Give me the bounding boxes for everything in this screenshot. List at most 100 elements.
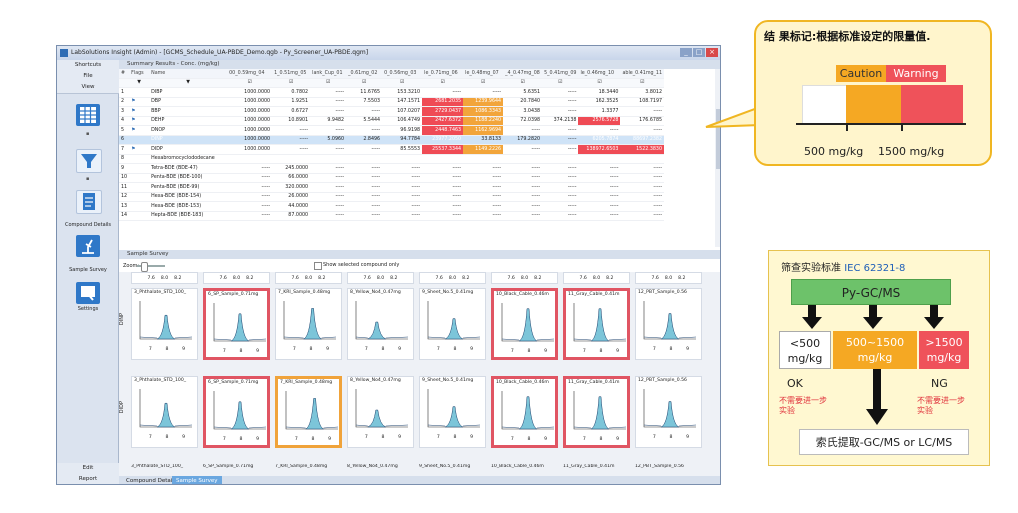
column-checkbox[interactable]: ☑ [422, 78, 464, 88]
column-header[interactable]: 5_0.41mg_09 [542, 69, 579, 79]
peak-shape [660, 313, 680, 340]
x-tick-label: 9 [256, 437, 260, 442]
column-header[interactable]: # [119, 69, 130, 79]
sample-name: 6_SP_Sample_0.71mg [208, 380, 259, 385]
peak-shape [230, 401, 250, 430]
compound-details-icon[interactable] [76, 190, 102, 214]
column-header[interactable]: _0.61mg_02 [346, 69, 383, 79]
x-tick-label: 8.2 [678, 276, 686, 281]
tab-compound-details[interactable]: Compound Details [122, 476, 181, 484]
column-checkbox[interactable]: ☑ [620, 78, 665, 88]
survey-cell[interactable]: 7_KRI_Sample_0.48mg 7 8 9 [275, 376, 342, 448]
column-checkbox[interactable]: ☑ [578, 78, 621, 88]
column-checkbox[interactable]: ☑ [382, 78, 423, 88]
close-button[interactable]: × [706, 48, 718, 57]
table-row[interactable]: 1 DIBP 1000.0000 0.7802 ----- 11.6765 153.3210… [119, 87, 665, 98]
show-selected-checkbox[interactable] [314, 262, 322, 270]
x-tick-label: 8.0 [304, 276, 313, 281]
table-row[interactable]: 11 Penta-BDE (BDE-99) ----- 320.0000 ----- --… [119, 182, 665, 193]
table-row[interactable]: 6 DINP 1000.0000 ----- 5.0960 2.8496 94.7784 23… [119, 135, 665, 145]
table-cell: ----- [346, 173, 383, 183]
grid-icon[interactable] [76, 104, 100, 126]
table-cell: ----- [310, 125, 347, 136]
filter-icon[interactable] [76, 149, 102, 173]
summary-scrollbar[interactable] [715, 69, 720, 247]
column-header[interactable]: 00_0.59mg_04 [227, 69, 273, 79]
table-cell: ----- [382, 211, 423, 221]
maximize-button[interactable]: □ [693, 48, 705, 57]
column-header[interactable]: lank_Cup_01 [310, 69, 347, 79]
column-checkbox[interactable]: ☑ [542, 78, 579, 88]
filter-dropdown[interactable]: ▼ [129, 78, 150, 88]
table-cell: 6 [119, 135, 130, 145]
column-header[interactable]: 0_0.56mg_03 [382, 69, 423, 79]
sidebar-view[interactable]: View [57, 82, 119, 94]
peak-shape [518, 396, 538, 430]
column-header[interactable]: Flags [129, 69, 150, 79]
table-row[interactable]: 7 ⚑ DIDP 1000.0000 ----- ----- ----- 85.5553 255… [119, 144, 665, 155]
table-cell: 374.2138 [542, 116, 579, 126]
table-row[interactable]: 4 ⚑ DEHP 1000.0000 10.8901 9.9482 5.5444 106.47… [119, 116, 665, 126]
column-checkbox[interactable]: ☑ [227, 78, 273, 88]
survey-cell[interactable]: 11_Gray_Cable_0.41m 7 8 9 [563, 288, 630, 360]
tab-sample-survey[interactable]: Sample Survey [172, 476, 222, 484]
table-cell: ----- [578, 163, 621, 174]
table-row[interactable]: 8 Hexabromocyclododecane [119, 154, 665, 164]
zoom-slider[interactable] [137, 262, 165, 272]
survey-cell[interactable]: 3_Phthalate_STD_100_ 7 8 9 [131, 288, 198, 360]
table-row[interactable]: 12 Hexa-BDE (BDE-154) ----- 26.0000 ----- ---… [119, 192, 665, 202]
column-header[interactable]: le_0.48mg_07 [463, 69, 504, 79]
survey-cell[interactable]: 8_Yellow_No4_0.47mg 7 8 9 [347, 376, 414, 448]
column-checkbox[interactable]: ☑ [346, 78, 383, 88]
survey-cell[interactable]: 7_KRI_Sample_0.48mg 7 8 9 [275, 288, 342, 360]
table-cell: 88697.2382 [620, 135, 665, 145]
column-header[interactable]: _4_0.47mg_08 [503, 69, 543, 79]
sample-survey-icon[interactable] [76, 235, 100, 257]
column-checkbox[interactable] [119, 78, 130, 88]
table-row[interactable]: 10 Penta-BDE (BDE-100) ----- 66.0000 ----- --… [119, 173, 665, 183]
table-row[interactable]: 14 Hepta-BDE (BDE-183) ----- 87.0000 ----- --… [119, 211, 665, 221]
survey-cell[interactable]: 10_Black_Cable_0.46m 7 8 9 [491, 288, 558, 360]
x-tick-label: 8.2 [462, 276, 470, 281]
sidebar-report[interactable]: Report [57, 474, 119, 484]
zoom-slider-handle[interactable] [141, 262, 148, 272]
survey-cell[interactable]: 3_Phthalate_STD_100_ 7 8 9 [131, 376, 198, 448]
app-logo-icon [60, 49, 68, 57]
table-row[interactable]: 3 ⚑ BBP 1000.0000 0.6727 ----- ----- 107.0207 27… [119, 106, 665, 117]
table-cell: ----- [422, 163, 464, 174]
survey-cell[interactable]: 9_Sheet_No.5_0.41mg 7 8 9 [419, 376, 486, 448]
column-header[interactable]: le_0.71mg_06 [422, 69, 464, 79]
survey-cell[interactable]: 12_PBT_Sample_0.56 7 8 9 [635, 288, 702, 360]
column-header[interactable]: Name [149, 69, 228, 79]
table-row[interactable]: 2 ⚑ DBP 1000.0000 1.9251 ----- 7.5503 147.1571 2… [119, 97, 665, 107]
table-cell: 1000.0000 [227, 125, 273, 136]
ok-label: OK [787, 377, 803, 390]
column-checkbox[interactable]: ☑ [310, 78, 347, 88]
survey-cell[interactable]: 9_Sheet_No.5_0.41mg 7 8 9 [419, 288, 486, 360]
filter-dropdown[interactable]: ▼ [149, 78, 228, 88]
table-cell: ----- [542, 173, 579, 183]
column-checkbox[interactable]: ☑ [463, 78, 504, 88]
scrollbar-thumb[interactable] [716, 109, 720, 169]
table-row[interactable]: 9 Tetra-BDE (BDE-47) ----- 245.0000 ----- ---… [119, 163, 665, 174]
table-row[interactable]: 5 ⚑ DNOP 1000.0000 ----- ----- ----- 96.9198 244… [119, 125, 665, 136]
x-tick-label: 7.6 [147, 276, 155, 281]
minimize-button[interactable]: _ [680, 48, 692, 57]
survey-cell[interactable]: 6_SP_Sample_0.71mg 7 8 9 [203, 376, 270, 448]
survey-cell[interactable]: 12_PBT_Sample_0.56 7 8 9 [635, 376, 702, 448]
column-header[interactable]: le_0.46mg_10 [578, 69, 621, 79]
x-ticks: 7 8 9 [504, 349, 554, 354]
column-checkbox[interactable]: ☑ [503, 78, 543, 88]
survey-cell[interactable]: 11_Gray_Cable_0.41m 7 8 9 [563, 376, 630, 448]
column-header[interactable]: able_0.41mg_11 [620, 69, 665, 79]
survey-cell[interactable]: 10_Black_Cable_0.46m 7 8 9 [491, 376, 558, 448]
grid-icon-graphic [80, 107, 96, 123]
column-checkbox[interactable]: ☑ [272, 78, 311, 88]
table-row[interactable]: 13 Hexa-BDE (BDE-153) ----- 44.0000 ----- ---… [119, 201, 665, 212]
table-cell: ----- [422, 173, 464, 183]
table-cell: 26.0000 [272, 192, 311, 202]
column-header[interactable]: 1_0.51mg_05 [272, 69, 311, 79]
settings-icon[interactable] [76, 282, 100, 304]
survey-cell[interactable]: 8_Yellow_No4_0.47mg 7 8 9 [347, 288, 414, 360]
survey-cell[interactable]: 6_SP_Sample_0.71mg 7 8 9 [203, 288, 270, 360]
